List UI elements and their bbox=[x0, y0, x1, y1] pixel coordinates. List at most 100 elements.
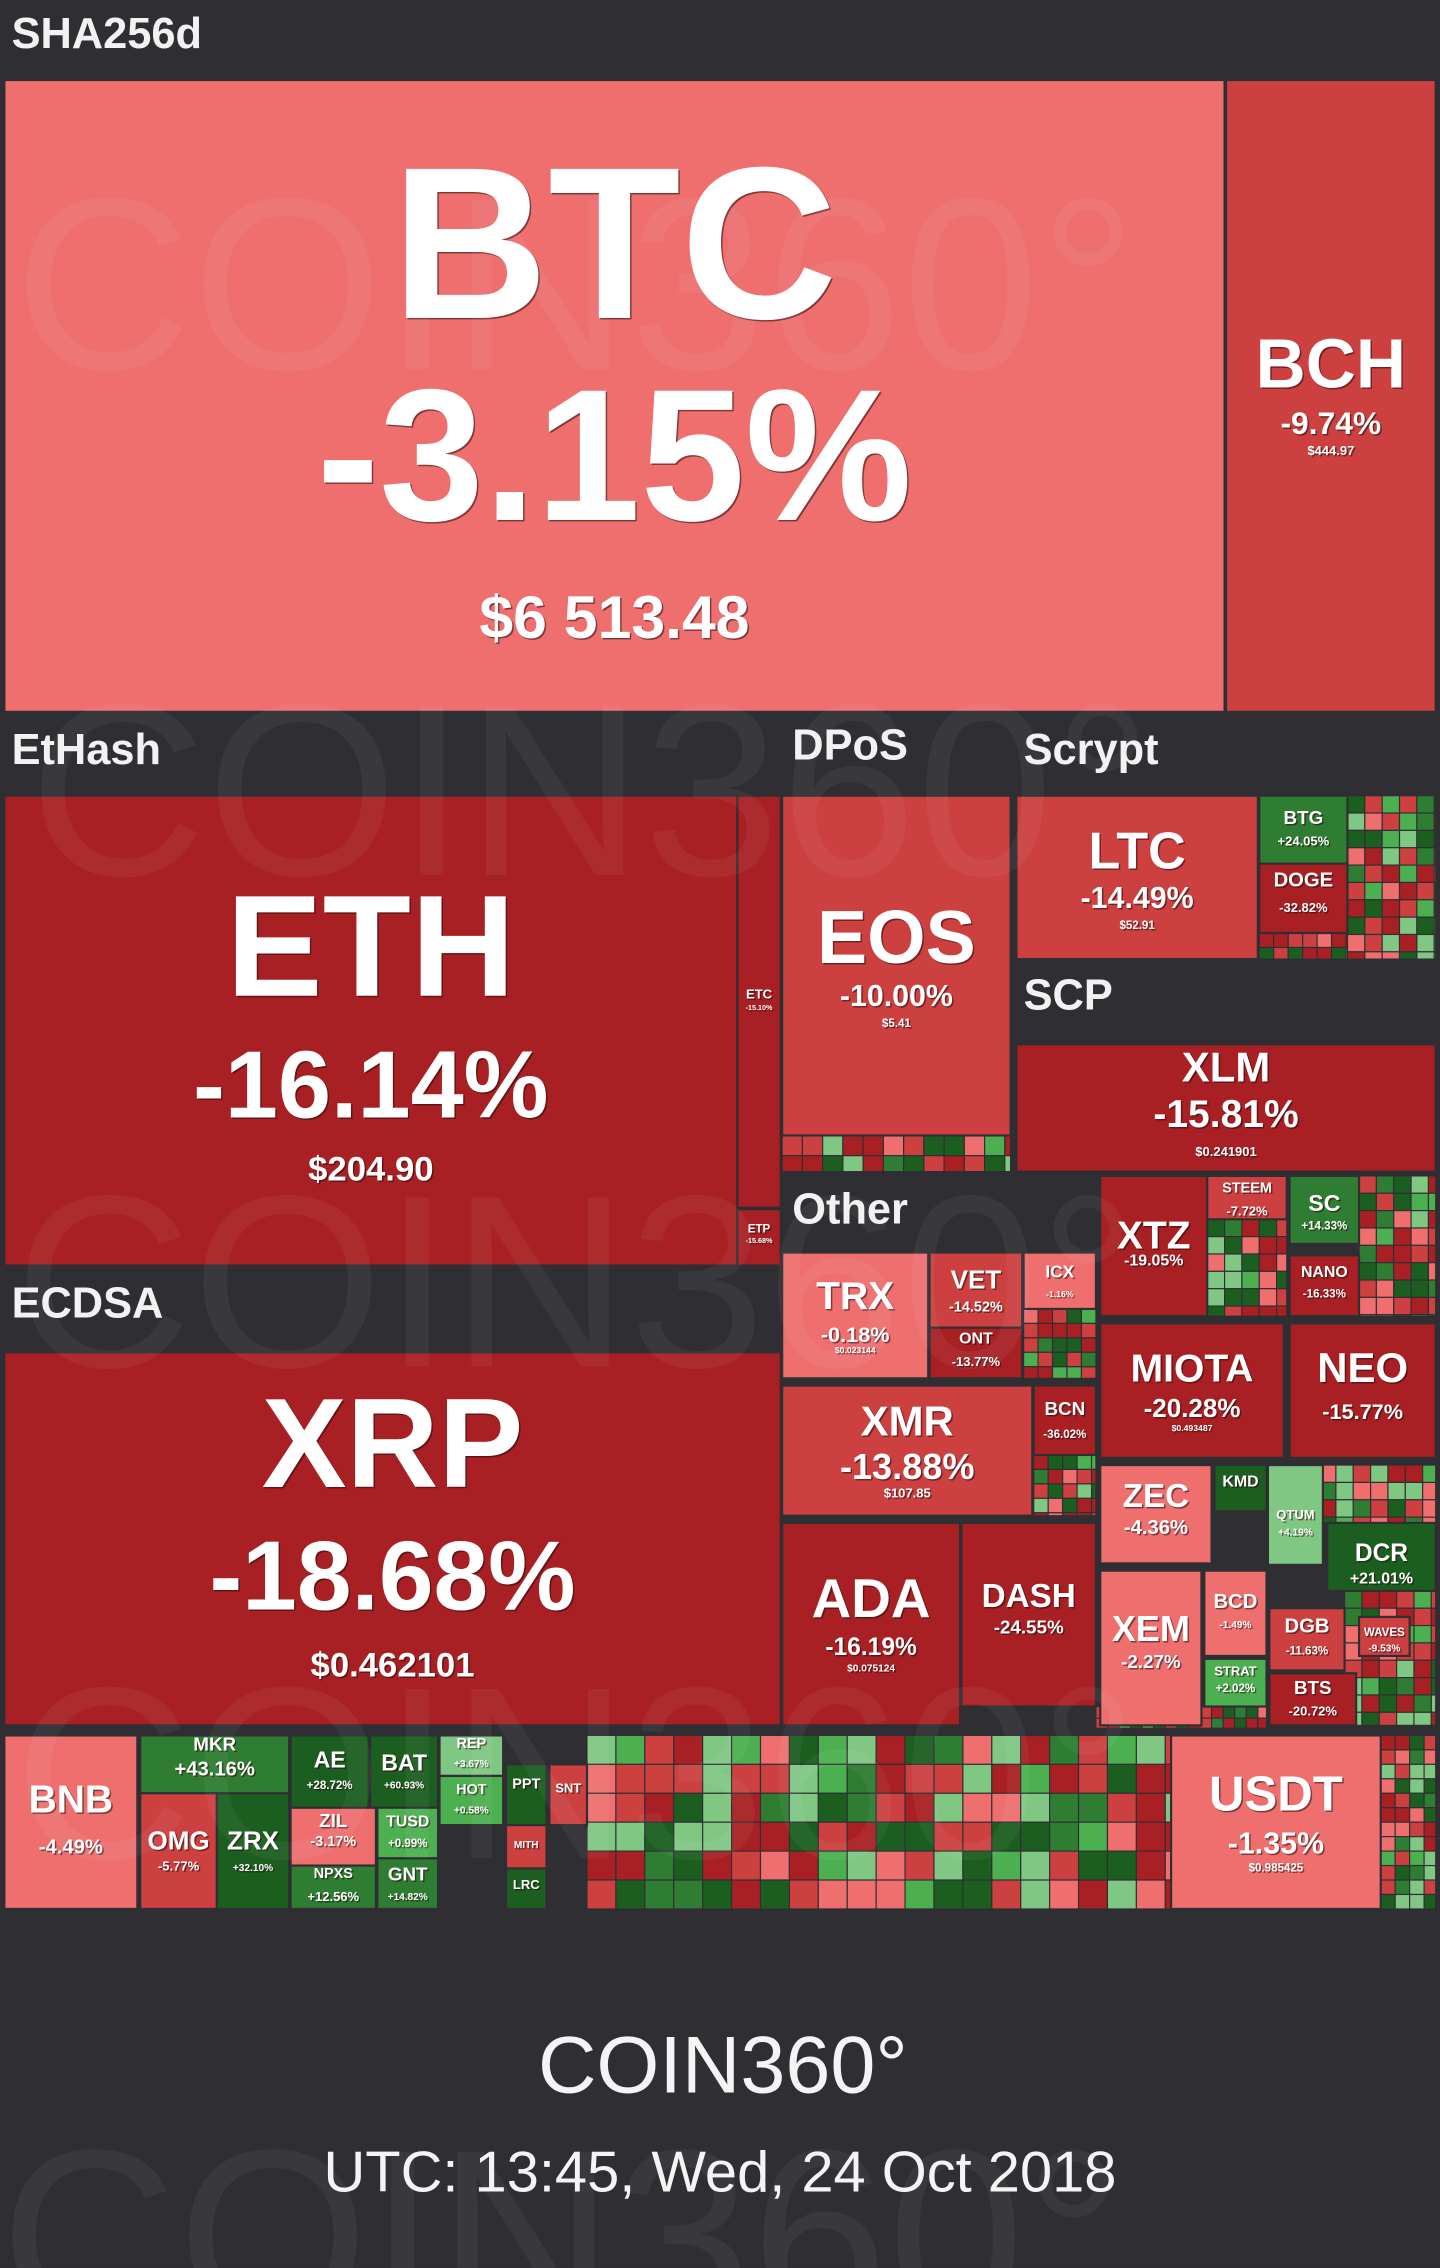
coin-tile[interactable]: DCR +21.01% bbox=[1326, 1521, 1437, 1592]
coin-tile[interactable]: EOS-10.00% $5.41 bbox=[781, 794, 1012, 1137]
coin-tile[interactable]: ADA -16.19% $0.075124 bbox=[781, 1521, 962, 1727]
coin-tile[interactable]: XTZ-19.05% bbox=[1099, 1174, 1209, 1318]
coin-symbol: MKR bbox=[193, 1734, 236, 1755]
mini-tile bbox=[1361, 1694, 1380, 1713]
coin-tile[interactable]: XRP-18.68% $0.462101 bbox=[3, 1351, 782, 1727]
coin-change: -1.16% bbox=[1046, 1289, 1074, 1299]
footer-timestamp: UTC: 13:45, Wed, 24 Oct 2018 bbox=[324, 2141, 1117, 2205]
coin-tile[interactable]: BNB -4.49% bbox=[3, 1734, 139, 1911]
coin-change: -15.10% bbox=[746, 1003, 773, 1012]
mini-tile bbox=[1222, 1705, 1236, 1719]
coin-tile[interactable]: ONT -13.77% bbox=[928, 1326, 1024, 1380]
coin-tile[interactable]: LRC bbox=[504, 1867, 548, 1911]
group-label: SHA256d bbox=[12, 10, 202, 58]
coin-tile[interactable]: NPXS +12.56% bbox=[289, 1864, 377, 1911]
coin-tile[interactable]: GNT +14.82% bbox=[376, 1857, 440, 1911]
mini-tile bbox=[1427, 1192, 1437, 1212]
coin-tile[interactable]: STEEM -7.72% bbox=[1206, 1174, 1288, 1221]
coin-tile[interactable]: USDT -1.35% $0.985425 bbox=[1170, 1734, 1382, 1911]
tile-background bbox=[1288, 1322, 1437, 1459]
mini-tile bbox=[1410, 1227, 1430, 1246]
mini-tile bbox=[1077, 1821, 1109, 1852]
mini-tile bbox=[1361, 1677, 1380, 1696]
coin-tile[interactable]: WAVES -9.53% bbox=[1357, 1615, 1411, 1658]
tile-background bbox=[1203, 1657, 1268, 1708]
mini-tile bbox=[846, 1734, 877, 1765]
coin-tile[interactable]: XMR-13.88%$107.85 bbox=[781, 1384, 1034, 1517]
coin-tile[interactable]: MIOTA-20.28%$0.493487 bbox=[1099, 1322, 1285, 1459]
mini-tile bbox=[1409, 1778, 1425, 1794]
coin-tile[interactable]: BCD -1.49% bbox=[1203, 1569, 1268, 1658]
coin-tile[interactable]: ETC-15.10% bbox=[736, 794, 782, 1209]
coin-tile[interactable]: TRX -0.18%$0.023144 bbox=[781, 1251, 930, 1380]
coin-tile[interactable]: ETH-16.14% $204.90 bbox=[3, 794, 739, 1267]
mini-tile bbox=[1062, 1454, 1078, 1470]
mini-tile bbox=[1394, 1778, 1411, 1794]
mini-tile bbox=[1413, 1677, 1432, 1696]
mini-tile bbox=[1076, 1497, 1093, 1514]
coin-tile[interactable]: KMD bbox=[1213, 1464, 1268, 1513]
coin-tile[interactable]: NEO -15.77% bbox=[1288, 1322, 1437, 1459]
mini-tile bbox=[1416, 812, 1435, 831]
mini-tile bbox=[846, 1879, 877, 1910]
coin-tile[interactable]: TUSD +0.99% bbox=[376, 1806, 440, 1860]
mini-tile bbox=[1409, 1807, 1425, 1823]
mini-tile bbox=[1135, 1792, 1166, 1823]
coin-change: +2.02% bbox=[1216, 1683, 1255, 1695]
mini-tile bbox=[1381, 916, 1401, 936]
mini-tile bbox=[1410, 1192, 1430, 1212]
mini-tile bbox=[1423, 1836, 1437, 1852]
mini-tile bbox=[1409, 1792, 1425, 1809]
coin-symbol: XRP bbox=[262, 1372, 524, 1514]
coin-change: -15.77% bbox=[1322, 1399, 1403, 1424]
tile-background bbox=[3, 794, 739, 1267]
coin-change: +21.01% bbox=[1350, 1571, 1413, 1588]
coin-tile[interactable]: BTG +24.05% bbox=[1258, 794, 1349, 865]
mini-tile bbox=[586, 1821, 617, 1852]
mini-tile bbox=[1258, 1270, 1278, 1290]
coin-tile[interactable]: BTS -20.72% bbox=[1268, 1672, 1358, 1727]
coin-tile[interactable]: HOT +0.58% bbox=[438, 1774, 505, 1827]
coin-price: $52.91 bbox=[1119, 920, 1155, 932]
mini-tile bbox=[1076, 1454, 1093, 1470]
coin-tile[interactable]: OMG -5.77% bbox=[139, 1792, 218, 1911]
coin-tile[interactable]: BCN -36.02% bbox=[1032, 1384, 1097, 1457]
coin-change: -2.27% bbox=[1121, 1651, 1181, 1672]
coin-tile[interactable]: SNT bbox=[548, 1763, 589, 1827]
mini-tile bbox=[1398, 951, 1418, 960]
coin-tile[interactable]: BCH-9.74% $444.97 bbox=[1224, 78, 1437, 713]
coin-tile[interactable]: BTC-3.15% $6 513.48 bbox=[3, 78, 1226, 713]
coin-tile[interactable]: DGB -11.63% bbox=[1268, 1607, 1346, 1672]
coin-tile[interactable]: ETP-15.68% bbox=[736, 1208, 782, 1267]
coin-tile[interactable]: DOGE -32.82% bbox=[1258, 862, 1349, 935]
mini-tile bbox=[1276, 1288, 1288, 1307]
coin-tile[interactable]: PPT bbox=[504, 1763, 548, 1827]
coin-tile[interactable]: ZRX +32.10% bbox=[215, 1792, 291, 1911]
mini-tile bbox=[962, 1821, 993, 1852]
coin-symbol: ETH bbox=[226, 865, 515, 1027]
coin-tile[interactable]: STRAT +2.02% bbox=[1203, 1657, 1268, 1708]
coin-tile[interactable]: XLM-15.81% $0.241901 bbox=[1015, 1043, 1437, 1173]
coin-tile[interactable]: NANO -16.33% bbox=[1288, 1254, 1361, 1318]
coin-tile[interactable]: SC +14.33% bbox=[1288, 1174, 1361, 1245]
coin-change: -10.00% bbox=[840, 980, 953, 1013]
mini-tile bbox=[1422, 1464, 1437, 1484]
mini-tile bbox=[788, 1734, 819, 1765]
mini-tile bbox=[1206, 1236, 1226, 1255]
coin-tile[interactable]: REP +3.67% bbox=[438, 1734, 505, 1778]
mini-tile bbox=[1416, 951, 1435, 960]
coin-tile[interactable]: VET -14.52% bbox=[928, 1251, 1024, 1329]
coin-symbol: XEM bbox=[1112, 1608, 1190, 1649]
coin-tile[interactable]: LTC-14.49% $52.91 bbox=[1015, 794, 1259, 961]
coin-symbol: TRX bbox=[816, 1275, 894, 1318]
mini-tile bbox=[1090, 1468, 1097, 1485]
coin-tile[interactable]: ICX -1.16% bbox=[1022, 1251, 1097, 1311]
mini-tile bbox=[1375, 1296, 1395, 1316]
coin-tile[interactable]: ZEC-4.36% bbox=[1099, 1463, 1213, 1565]
mini-tile bbox=[1413, 1590, 1432, 1609]
coin-tile[interactable]: DASH-24.55% bbox=[960, 1521, 1097, 1708]
coin-tile[interactable]: ZIL -3.17% bbox=[289, 1806, 377, 1867]
coin-tile[interactable]: QTUM +4.19% bbox=[1266, 1464, 1324, 1566]
mini-tile bbox=[962, 1763, 993, 1794]
coin-tile[interactable]: XEM-2.27% bbox=[1099, 1569, 1203, 1727]
